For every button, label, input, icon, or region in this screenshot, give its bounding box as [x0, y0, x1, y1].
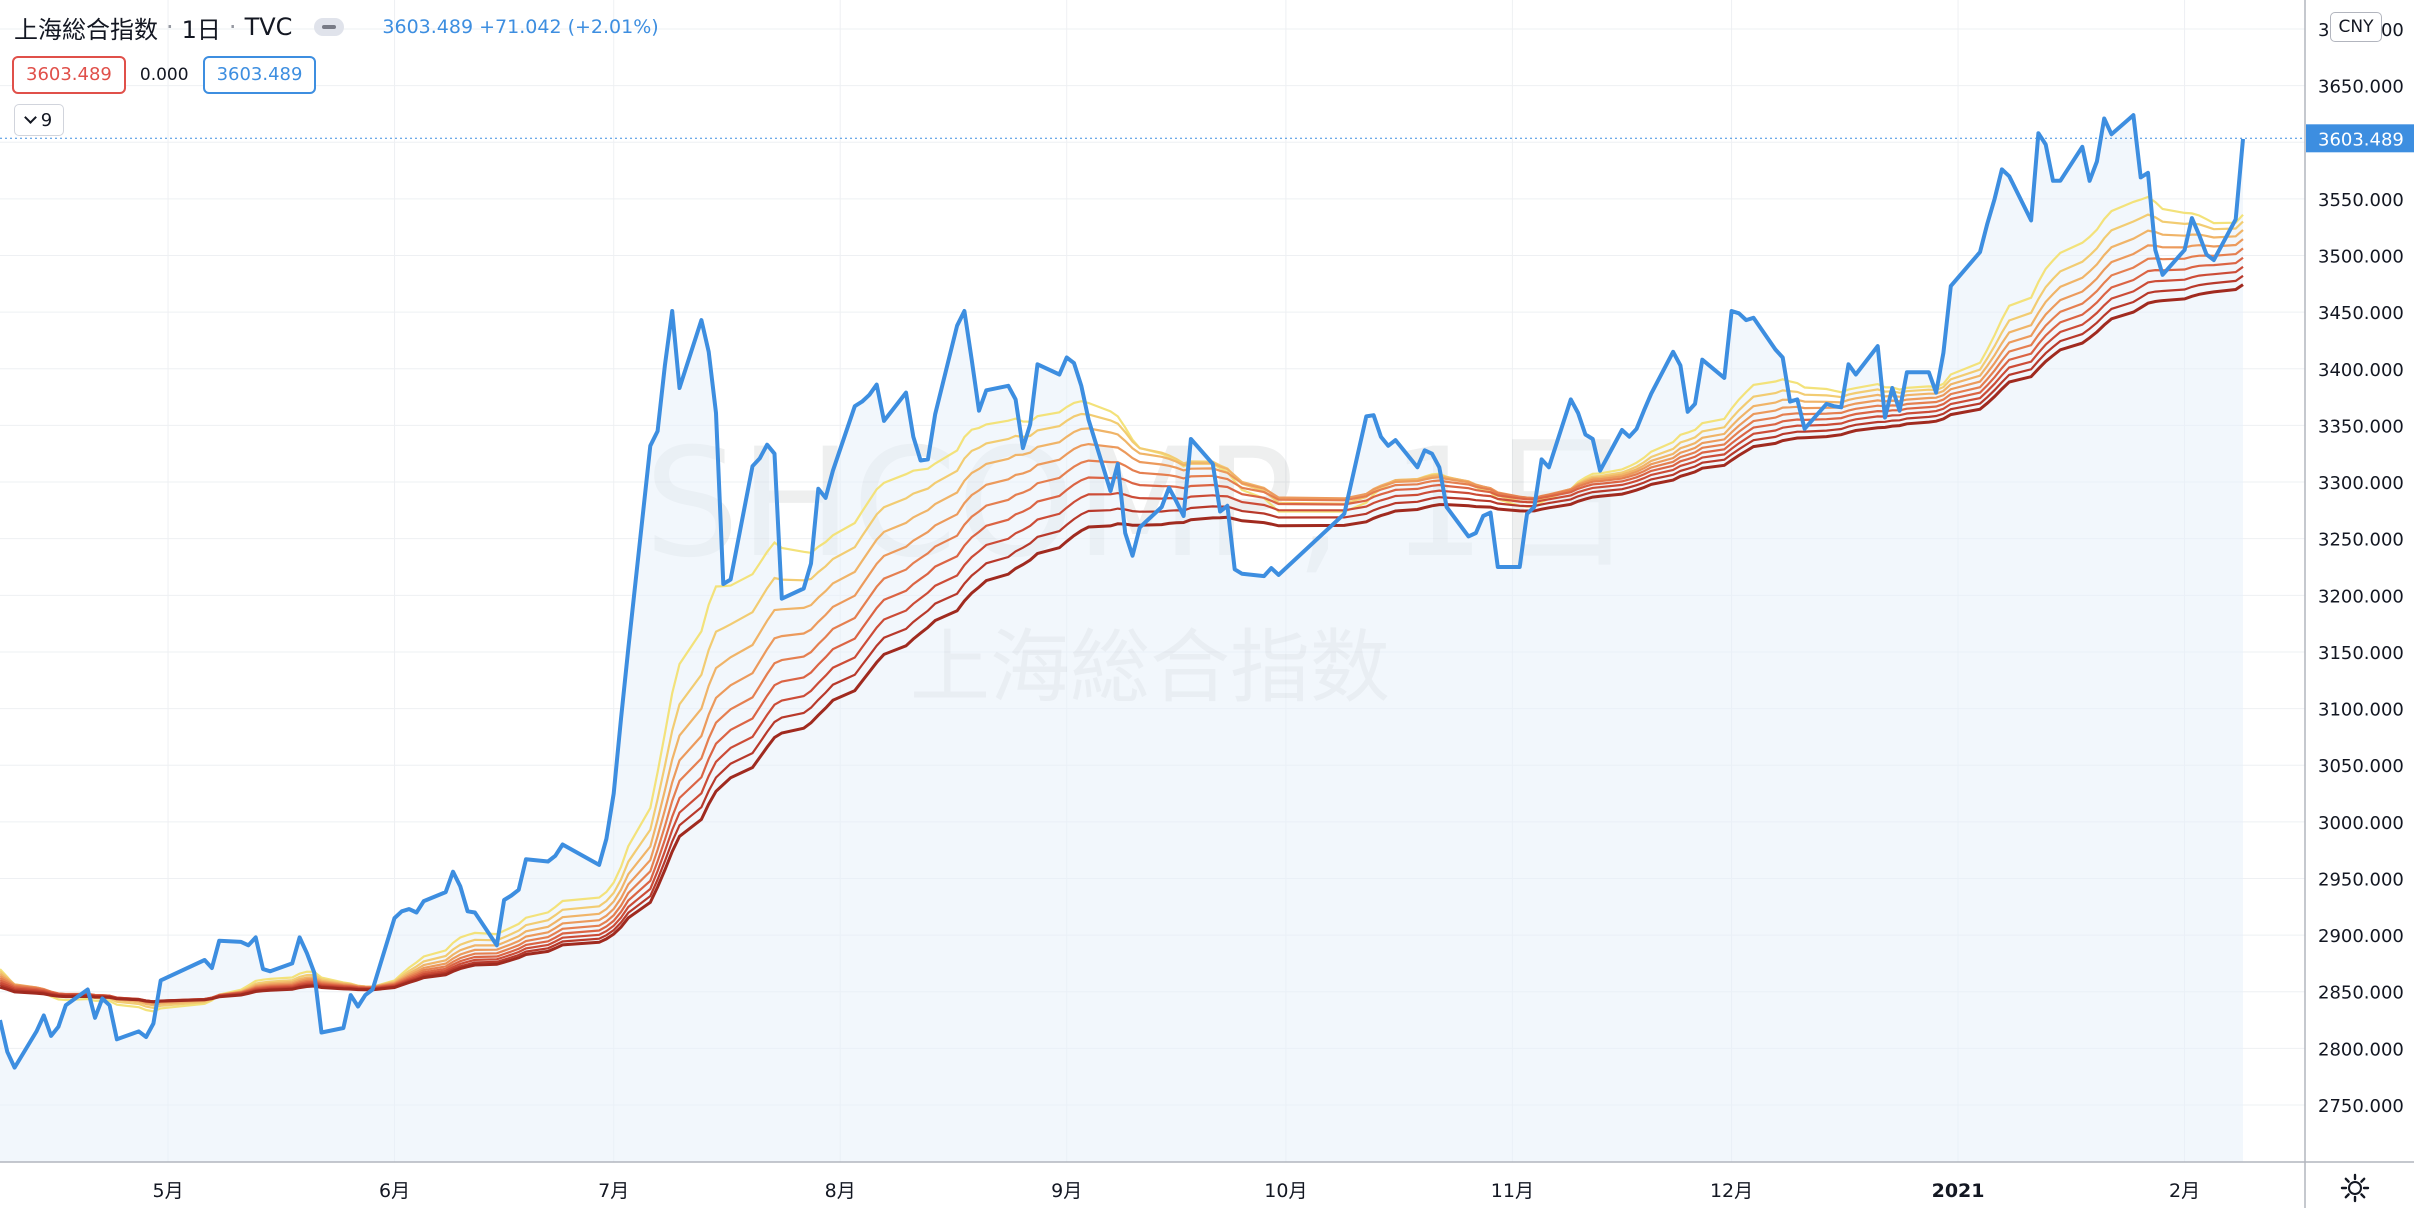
y-tick-label: 2750.000 [2318, 1096, 2404, 1117]
y-tick-label: 3550.000 [2318, 190, 2404, 211]
x-tick-label: 12月 [1710, 1180, 1753, 1202]
settings-gear-icon[interactable] [2338, 1171, 2372, 1205]
indicator-value-box: 3603.489 [12, 56, 126, 94]
y-tick-label: 2900.000 [2318, 926, 2404, 947]
y-axis: 2750.000 2800.000 2850.000 2900.000 2950.000… [2318, 20, 2404, 1117]
y-tick-label: 2950.000 [2318, 869, 2404, 890]
y-tick-label: 3450.000 [2318, 303, 2404, 324]
y-tick-label: 3500.000 [2318, 247, 2404, 268]
ma-line [0, 283, 2244, 1004]
y-tick-label: 3350.000 [2318, 416, 2404, 437]
last-price: 3603.489 [382, 16, 474, 38]
separator-dot: · [228, 13, 237, 41]
y-tick-label: 3250.000 [2318, 530, 2404, 551]
indicators-collapse-button[interactable]: 9 [14, 104, 64, 136]
y-tick-label: 3200.000 [2318, 586, 2404, 607]
last-price-label-text: 3603.489 [2318, 129, 2404, 150]
symbol-name[interactable]: 上海総合指数 [14, 15, 158, 44]
x-tick-label: 11月 [1491, 1180, 1534, 1202]
x-tick-label: 5月 [152, 1180, 183, 1202]
last-price-label: 3603.489 [2306, 124, 2414, 153]
legend-header: 上海総合指数 · 1日 · TVC 3603.489 +71.042 (+2.0… [14, 10, 659, 44]
y-tick-label: 3050.000 [2318, 756, 2404, 777]
y-tick-label: 3100.000 [2318, 700, 2404, 721]
price-line [0, 113, 2245, 1070]
separator-dot: · [166, 13, 174, 41]
y-tick-label: 3000.000 [2318, 813, 2404, 834]
price-change: +71.042 [479, 16, 562, 38]
x-tick-label: 2月 [2169, 1180, 2200, 1202]
last-price-label-bg [2306, 124, 2414, 153]
quote-readout: 3603.489 +71.042 (+2.01%) [382, 16, 658, 38]
indicator-value-text: 0.000 [139, 65, 189, 85]
price-change-percent: (+2.01%) [567, 16, 659, 38]
indicator-values: 3603.489 0.000 3603.489 [12, 56, 317, 94]
indicators-count: 9 [40, 109, 53, 131]
currency-button[interactable]: CNY [2330, 12, 2382, 42]
x-tick-label: 8月 [825, 1180, 856, 1202]
price-area [0, 115, 2243, 1163]
y-tick-label: 3150.000 [2318, 643, 2404, 664]
indicator-value-box: 3603.489 [202, 56, 317, 94]
interval-label[interactable]: 1日 [181, 15, 221, 44]
market-status-icon[interactable] [314, 18, 345, 36]
exchange-label: TVC [244, 13, 293, 41]
chevron-down-icon [23, 111, 37, 124]
x-tick-label: 6月 [379, 1180, 410, 1202]
y-tick-label: 3650.000 [2318, 77, 2404, 98]
y-tick-label: 2800.000 [2318, 1039, 2404, 1060]
x-tick-label: 2021 [1932, 1180, 1985, 1202]
y-tick-label: 2850.000 [2318, 983, 2404, 1004]
x-tick-label: 7月 [598, 1180, 629, 1202]
x-tick-label: 10月 [1264, 1180, 1307, 1202]
y-tick-label: 3400.000 [2318, 360, 2404, 381]
x-axis: 5月 6月 7月 8月 9月 10月 11月 12月 2021 2月 [152, 1180, 2200, 1202]
y-tick-label: 3300.000 [2318, 473, 2404, 494]
x-tick-label: 9月 [1051, 1180, 1082, 1202]
